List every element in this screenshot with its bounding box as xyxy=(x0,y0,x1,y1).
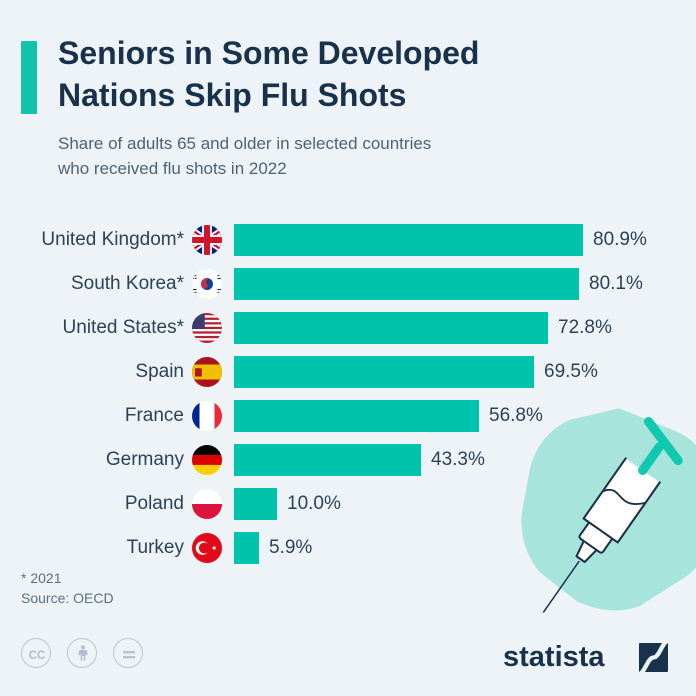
svg-text:statista: statista xyxy=(503,641,605,673)
svg-text:CC: CC xyxy=(29,650,46,662)
